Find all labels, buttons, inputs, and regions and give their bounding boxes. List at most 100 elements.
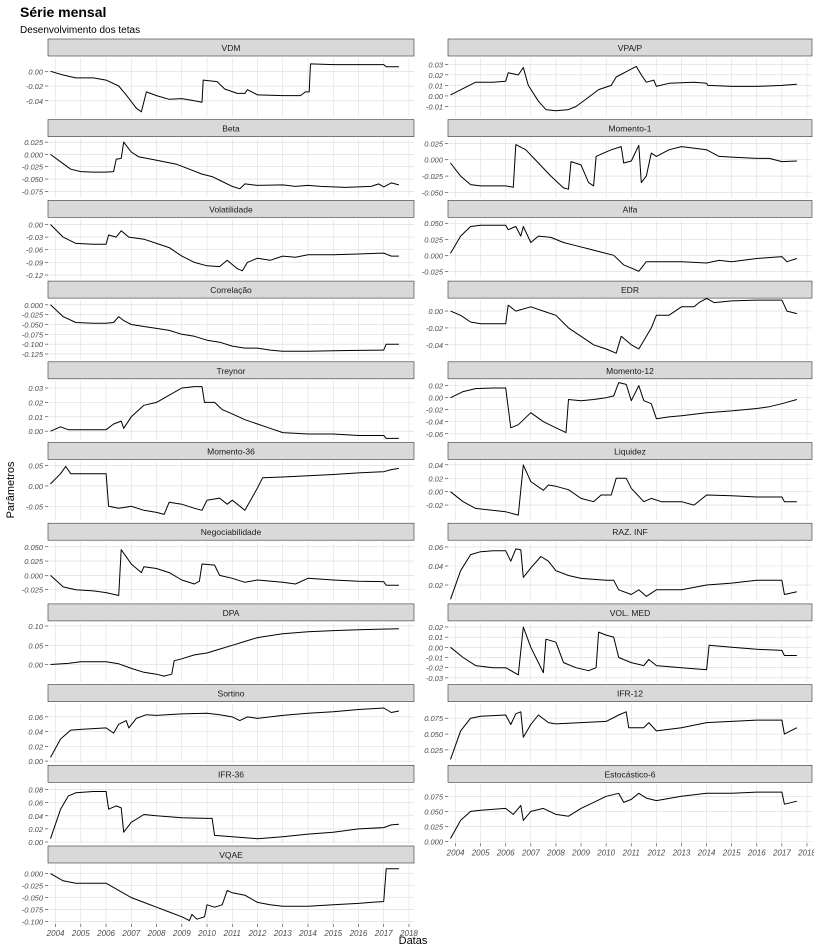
y-tick-label: 0.000 [424,251,444,260]
y-tick-label: 0.050 [424,807,444,816]
y-tick-label: -0.02 [426,324,444,333]
y-tick-label: 0.04 [428,562,443,571]
facet-strip-label: DPA [223,608,240,618]
series-line [450,224,798,272]
facet-panel: EDR 0.00 -0.02 -0.04 [426,280,813,360]
y-tick-label: -0.05 [26,502,44,511]
y-tick-label: -0.100 [22,340,44,349]
facet-strip-label: Estocástico-6 [604,769,655,779]
x-tick-label: 2018 [797,848,814,857]
facet-panel: Volatilidade 0.00 -0.03 -0.06 -0.09 -0.12 [26,200,415,280]
y-tick-label: 0.00 [28,482,43,491]
series-line [50,549,399,596]
series-line [50,868,399,922]
facet-strip [447,200,813,218]
facet-panels: VDM0.00-0.02-0.04VPA/P0.030.020.010.00-0… [22,38,814,938]
facet-strip [447,280,813,299]
series-line [50,141,400,190]
x-tick-label: 2015 [722,848,741,857]
y-tick-label: 0.00 [428,307,443,316]
y-tick-label: -0.025 [22,311,44,320]
y-tick-label: -0.050 [422,188,444,197]
y-tick-label: 0.050 [24,543,44,552]
y-tick-label: -0.03 [426,674,444,683]
y-tick-label: -0.02 [426,664,444,673]
facet-panel: IFR-36 0.08 0.06 0.04 0.02 0.00 [28,764,415,847]
y-tick-label: 0.025 [24,138,44,147]
y-tick-label: 0.000 [24,150,44,159]
y-tick-label: 0.02 [428,623,443,632]
facet-strip-label: Sortino [218,689,245,699]
facet-strip [447,764,813,783]
y-tick-label: 0.04 [428,461,443,470]
y-tick-label: -0.01 [426,653,443,662]
y-tick-label: 0.025 [424,746,444,755]
y-tick-label: 0.00 [428,92,443,101]
facet-strip [47,38,415,57]
facet-panel: VDM 0.00 -0.02 -0.04 [26,38,415,117]
x-tick-label: 2009 [571,848,590,857]
series-line [450,382,798,434]
x-tick-label: 2014 [697,848,716,857]
x-tick-label: 2006 [496,848,515,857]
facet-strip [47,442,415,460]
y-tick-label: 0.06 [28,713,43,722]
series-line [50,224,399,272]
facet-strip [47,200,415,218]
facet-strip-label: RAZ. INF [612,527,647,537]
y-tick-label: 0.04 [28,812,43,821]
x-tick-label: 2013 [672,848,691,857]
series-line [50,628,399,677]
y-tick-label: 0.10 [28,622,43,631]
chart-title: Série mensal [20,4,106,20]
series-line [450,65,797,112]
series-line [450,791,798,839]
y-tick-label: -0.09 [26,258,44,267]
x-tick-label: 2004 [446,848,465,857]
y-tick-label: 0.050 [424,219,444,228]
y-tick-label: 0.02 [28,398,43,407]
y-tick-label: 0.00 [28,220,43,229]
y-tick-label: 0.025 [24,557,44,566]
facet-panel: Negociabilidade 0.050 0.025 0.000 -0.025 [22,522,415,602]
y-tick-label: 0.04 [28,728,43,737]
facet-strip-label: Liquidez [614,447,646,457]
series-line [450,297,798,354]
y-tick-label: -0.125 [22,350,44,359]
y-tick-label: 0.000 [424,156,444,165]
x-tick-label: 2017 [772,848,791,857]
y-tick-label: -0.025 [22,586,44,595]
y-tick-label: 0.025 [424,235,444,244]
x-tick-label: 2012 [248,929,267,938]
facet-strip-label: IFR-36 [218,769,244,779]
y-tick-label: 0.02 [428,581,443,590]
y-tick-label: 0.00 [28,661,43,670]
facet-strip [447,603,813,622]
facet-strip-label: Alfa [623,204,638,214]
y-tick-label: -0.075 [22,906,44,915]
x-tick-label: 2018 [399,929,418,938]
facet-strip [47,845,415,864]
facet-strip [47,522,415,541]
y-tick-label: -0.02 [426,406,444,415]
y-tick-label: 0.00 [428,488,443,497]
y-tick-label: 0.03 [428,60,443,69]
y-tick-label: 0.000 [24,870,44,879]
x-tick-label: 2011 [223,929,241,938]
y-tick-label: -0.04 [426,418,443,427]
facet-panel: IFR-12 0.075 0.050 0.025 [424,684,813,763]
facet-panel: Liquidez 0.04 0.02 0.00 -0.02 [426,442,813,521]
y-tick-label: 0.025 [424,822,444,831]
y-tick-label: 0.02 [428,71,443,80]
y-tick-label: 0.00 [28,838,43,847]
y-tick-label: -0.12 [26,271,44,280]
y-tick-label: -0.025 [22,163,44,172]
facet-panel: DPA 0.10 0.05 0.00 [28,603,415,682]
y-tick-label: -0.050 [22,320,44,329]
facet-strip [447,522,813,541]
y-tick-label: 0.00 [428,643,443,652]
y-tick-label: 0.06 [428,543,443,552]
series-line [450,548,798,600]
facet-strip-label: Correlação [210,285,252,295]
